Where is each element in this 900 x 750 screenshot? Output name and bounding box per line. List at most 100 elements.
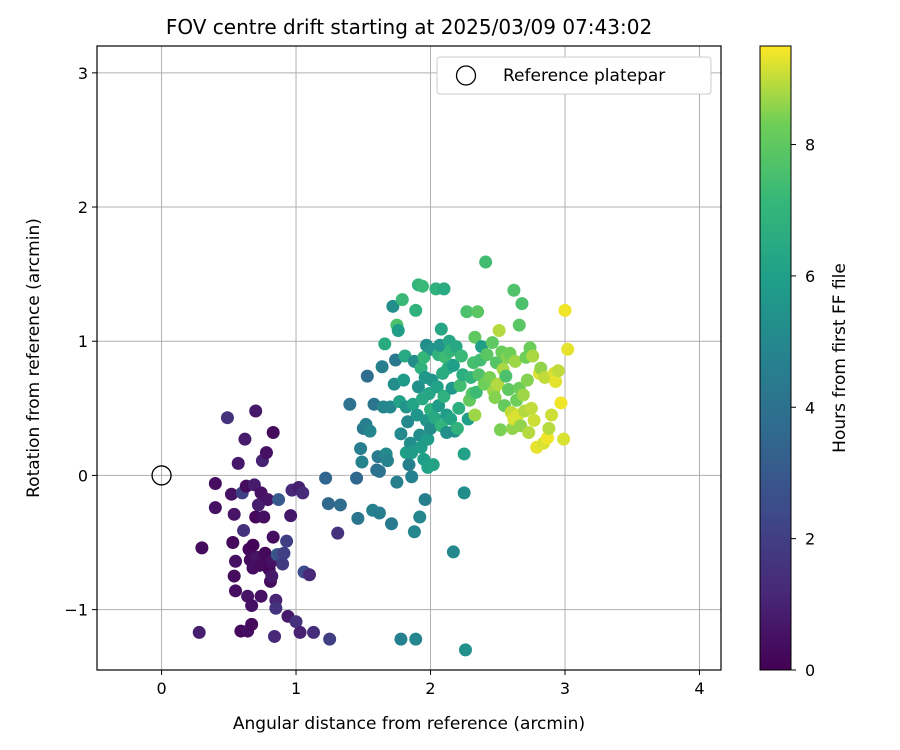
data-point	[296, 486, 310, 500]
plot-frame	[96, 45, 722, 671]
legend: Reference platepar	[436, 56, 712, 95]
data-point	[409, 303, 423, 317]
data-point	[397, 373, 411, 387]
data-point	[406, 397, 420, 411]
data-point	[254, 589, 268, 603]
data-point	[259, 446, 273, 460]
data-point	[549, 374, 563, 388]
reference-point	[151, 465, 172, 486]
colorbar: 0 2 4 6 8 Hours from first FF file	[759, 45, 850, 680]
data-point	[449, 340, 463, 354]
data-point	[491, 377, 505, 391]
x-tick-label: 0	[156, 679, 166, 698]
data-point	[195, 541, 209, 555]
data-point	[499, 369, 513, 383]
y-tick-label: 2	[78, 198, 88, 217]
data-point	[269, 601, 283, 615]
data-point	[453, 379, 467, 393]
legend-box	[436, 56, 712, 95]
data-point	[444, 412, 458, 426]
chart-title: FOV centre drift starting at 2025/03/09 …	[166, 15, 652, 39]
data-point	[446, 545, 460, 559]
data-point	[415, 279, 429, 293]
data-point	[554, 396, 568, 410]
data-point	[266, 425, 280, 439]
legend-label: Reference platepar	[503, 66, 665, 86]
data-point	[224, 487, 238, 501]
data-point	[227, 507, 241, 521]
data-point	[245, 617, 259, 631]
data-point	[245, 599, 259, 613]
y-axis-label: Rotation from reference (arcmin)	[24, 218, 44, 498]
data-point	[502, 383, 516, 397]
data-point	[350, 471, 364, 485]
data-point	[426, 458, 440, 472]
data-point	[480, 348, 494, 362]
data-point	[488, 391, 502, 405]
x-axis-label: Angular distance from reference (arcmin)	[233, 714, 585, 734]
x-axis-ticks: 0 1 2 3 4	[156, 670, 705, 698]
data-point	[457, 447, 471, 461]
colorbar-gradient	[759, 45, 792, 671]
data-point	[424, 421, 438, 435]
colorbar-tick-label: 2	[805, 530, 815, 549]
data-point	[227, 569, 241, 583]
x-tick-label: 4	[694, 679, 704, 698]
data-point	[343, 397, 357, 411]
data-point	[307, 625, 321, 639]
data-point	[454, 349, 468, 363]
data-point	[229, 584, 243, 598]
data-point	[280, 534, 294, 548]
data-point	[471, 305, 485, 319]
data-point	[398, 349, 412, 363]
data-point	[460, 305, 474, 319]
data-point	[417, 350, 431, 364]
legend-marker-icon	[455, 65, 477, 86]
data-point	[276, 557, 290, 571]
data-point	[251, 498, 265, 512]
data-point	[402, 458, 416, 472]
data-point	[372, 464, 386, 478]
data-point	[331, 526, 345, 540]
data-point	[355, 455, 369, 469]
data-point	[383, 400, 397, 414]
data-point	[515, 297, 529, 311]
data-point	[401, 415, 415, 429]
data-point	[410, 408, 424, 422]
data-point	[268, 629, 282, 643]
data-point	[272, 493, 286, 507]
data-point	[485, 336, 499, 350]
data-point	[257, 510, 271, 524]
data-point	[468, 330, 482, 344]
data-point	[507, 283, 521, 297]
data-point	[561, 342, 575, 356]
colorbar-label: Hours from first FF file	[830, 263, 850, 453]
data-point	[192, 625, 206, 639]
data-point	[261, 493, 275, 507]
data-point	[208, 501, 222, 515]
data-point	[319, 471, 333, 485]
data-point	[469, 385, 483, 399]
data-point	[363, 424, 377, 438]
data-point	[512, 318, 526, 332]
data-point	[302, 568, 316, 582]
data-point	[409, 632, 423, 646]
data-point	[450, 421, 464, 435]
data-point	[238, 432, 252, 446]
data-point	[237, 523, 251, 537]
data-point	[321, 497, 335, 511]
data-points	[192, 255, 575, 657]
x-tick-label: 2	[425, 679, 435, 698]
data-point	[411, 380, 425, 394]
data-point	[457, 486, 471, 500]
data-point	[558, 303, 572, 317]
data-point	[493, 423, 507, 437]
data-point	[413, 510, 427, 524]
data-point	[437, 389, 451, 403]
data-point	[522, 425, 536, 439]
y-tick-label: 1	[78, 332, 88, 351]
data-point	[452, 401, 466, 415]
data-point	[284, 509, 298, 523]
data-point	[208, 476, 222, 490]
